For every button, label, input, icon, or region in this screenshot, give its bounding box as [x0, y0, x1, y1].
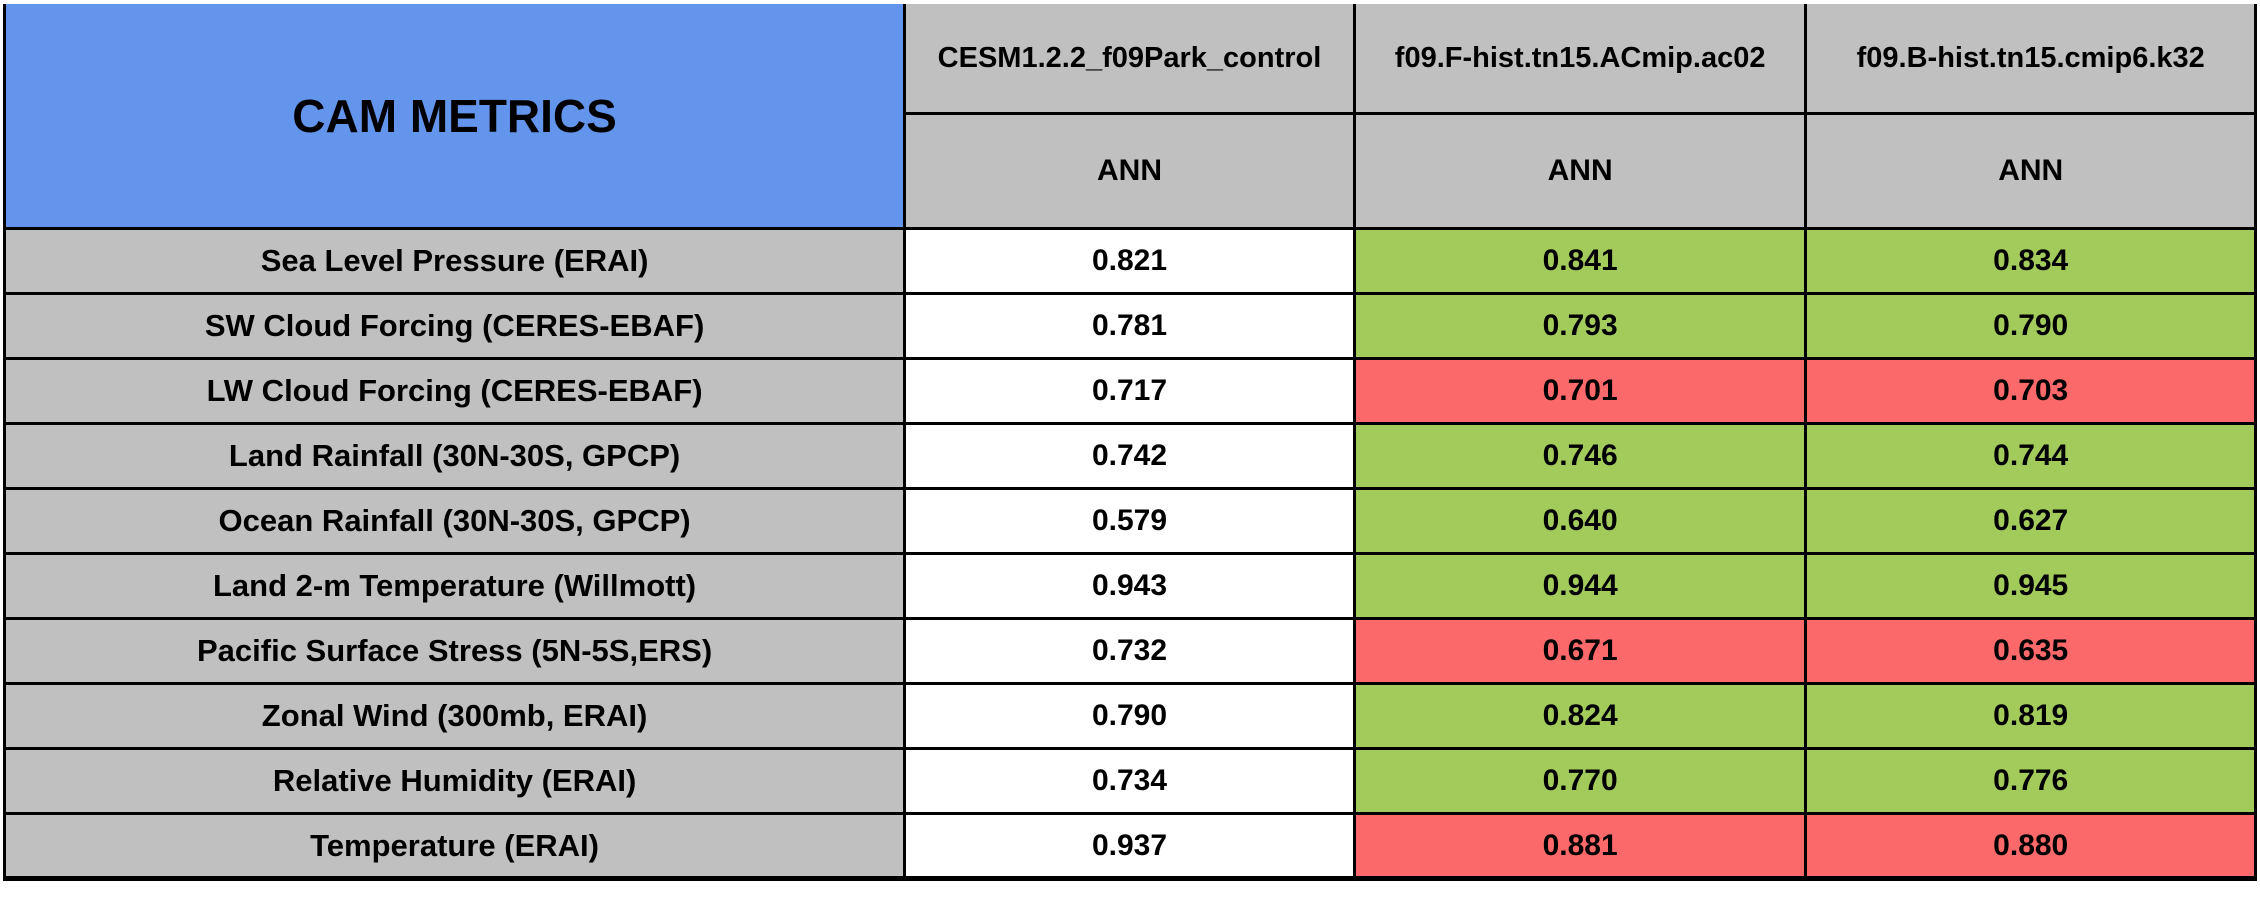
- metric-cell: Land 2-m Temperature (Willmott): [2, 552, 907, 620]
- model-name-label: f09.F-hist.tn15.ACmip.ac02: [1394, 41, 1766, 74]
- value-cell: 0.717: [903, 357, 1356, 425]
- cam-metrics-table: CAM METRICS CESM1.2.2_f09Park_control f0…: [2, 4, 2257, 881]
- value-cell: 0.703: [1804, 357, 2257, 425]
- value-cell: 0.880: [1804, 812, 2257, 881]
- table-row: Zonal Wind (300mb, ERAI) 0.790 0.824 0.8…: [2, 682, 2257, 750]
- model-name-wrapper: f09.F-hist.tn15.ACmip.ac02: [1356, 4, 1805, 112]
- value-cell: 0.701: [1352, 357, 1808, 425]
- value-cell: 0.834: [1804, 227, 2257, 295]
- column-header-b-hist: f09.B-hist.tn15.cmip6.k32: [1804, 4, 2257, 115]
- value-cell: 0.781: [903, 292, 1356, 360]
- metric-cell: Temperature (ERAI): [2, 812, 907, 881]
- ann-subheader-row: ANN ANN ANN: [5, 112, 2257, 230]
- value-cell: 0.944: [1352, 552, 1808, 620]
- metric-cell: Relative Humidity (ERAI): [2, 747, 907, 815]
- table-row: LW Cloud Forcing (CERES-EBAF) 0.717 0.70…: [2, 357, 2257, 425]
- table-row: Land 2-m Temperature (Willmott) 0.943 0.…: [2, 552, 2257, 620]
- table-row: Land Rainfall (30N-30S, GPCP) 0.742 0.74…: [2, 422, 2257, 490]
- value-cell: 0.790: [903, 682, 1356, 750]
- metric-cell: Ocean Rainfall (30N-30S, GPCP): [2, 487, 907, 555]
- value-cell: 0.744: [1804, 422, 2257, 490]
- value-cell: 0.742: [903, 422, 1356, 490]
- model-name-wrapper: f09.B-hist.tn15.cmip6.k32: [1807, 4, 2254, 112]
- value-cell: 0.943: [903, 552, 1356, 620]
- metric-cell: Land Rainfall (30N-30S, GPCP): [2, 422, 907, 490]
- table-row: Ocean Rainfall (30N-30S, GPCP) 0.579 0.6…: [2, 487, 2257, 555]
- metric-cell: Zonal Wind (300mb, ERAI): [2, 682, 907, 750]
- value-cell: 0.841: [1352, 227, 1808, 295]
- metric-cell: Pacific Surface Stress (5N-5S,ERS): [2, 617, 907, 685]
- value-cell: 0.734: [903, 747, 1356, 815]
- model-header-row: CAM METRICS CESM1.2.2_f09Park_control f0…: [2, 4, 2257, 230]
- model-name-label: f09.B-hist.tn15.cmip6.k32: [1856, 41, 2205, 74]
- table-row: Pacific Surface Stress (5N-5S,ERS) 0.732…: [2, 617, 2257, 685]
- value-cell: 0.793: [1352, 292, 1808, 360]
- value-cell: 0.824: [1352, 682, 1808, 750]
- value-cell: 0.819: [1804, 682, 2257, 750]
- value-cell: 0.746: [1352, 422, 1808, 490]
- column-header-control: CESM1.2.2_f09Park_control: [903, 4, 1356, 115]
- value-cell: 0.770: [1352, 747, 1808, 815]
- value-cell: 0.732: [903, 617, 1356, 685]
- value-cell: 0.790: [1804, 292, 2257, 360]
- model-name-label: CESM1.2.2_f09Park_control: [937, 41, 1322, 74]
- value-cell: 0.776: [1804, 747, 2257, 815]
- metric-cell: LW Cloud Forcing (CERES-EBAF): [2, 357, 907, 425]
- ann-subheader: ANN: [1804, 112, 2257, 230]
- ann-subheader: ANN: [1352, 112, 1808, 230]
- value-cell: 0.881: [1352, 812, 1808, 881]
- table-row: SW Cloud Forcing (CERES-EBAF) 0.781 0.79…: [2, 292, 2257, 360]
- value-cell: 0.945: [1804, 552, 2257, 620]
- ann-subheader: ANN: [903, 112, 1356, 230]
- table-row: Sea Level Pressure (ERAI) 0.821 0.841 0.…: [2, 227, 2257, 295]
- model-name-wrapper: CESM1.2.2_f09Park_control: [906, 4, 1353, 112]
- value-cell: 0.627: [1804, 487, 2257, 555]
- value-cell: 0.635: [1804, 617, 2257, 685]
- value-cell: 0.937: [903, 812, 1356, 881]
- value-cell: 0.640: [1352, 487, 1808, 555]
- table-row: Temperature (ERAI) 0.937 0.881 0.880: [2, 812, 2257, 881]
- value-cell: 0.671: [1352, 617, 1808, 685]
- metric-cell: SW Cloud Forcing (CERES-EBAF): [2, 292, 907, 360]
- table-row: Relative Humidity (ERAI) 0.734 0.770 0.7…: [2, 747, 2257, 815]
- column-header-f-hist: f09.F-hist.tn15.ACmip.ac02: [1352, 4, 1808, 115]
- table-title: CAM METRICS: [2, 4, 907, 230]
- metric-cell: Sea Level Pressure (ERAI): [2, 227, 907, 295]
- value-cell: 0.821: [903, 227, 1356, 295]
- value-cell: 0.579: [903, 487, 1356, 555]
